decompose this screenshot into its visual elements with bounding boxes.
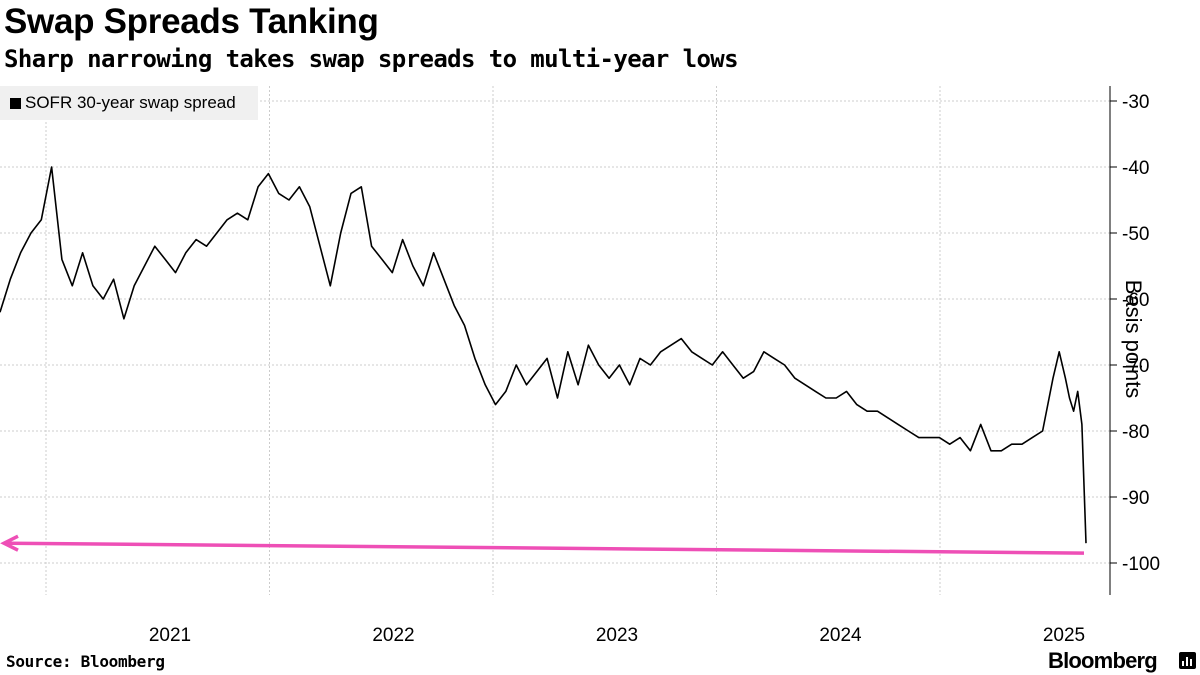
annotation-arrowhead <box>0 534 19 552</box>
annotation-group <box>0 534 1085 555</box>
y-tick-label: -30 <box>1122 92 1149 113</box>
y-tick-label: -80 <box>1122 422 1149 443</box>
x-tick-label: 2023 <box>596 625 638 646</box>
grid-lines <box>0 86 1110 595</box>
brand-logo: Bloomberg <box>1048 648 1158 673</box>
x-tick-label: 2025 <box>1043 625 1085 646</box>
y-tick-label: -50 <box>1122 224 1149 245</box>
y-tick-label: -100 <box>1122 554 1160 575</box>
y-tick-label: -40 <box>1122 158 1149 179</box>
y-axis-label: Basis points <box>1121 279 1146 399</box>
x-tick-label: 2021 <box>149 625 191 646</box>
chart-legend: SOFR 30-year swap spread <box>0 86 258 120</box>
x-tick-label: 2024 <box>819 625 862 646</box>
legend-label: SOFR 30-year swap spread <box>25 93 236 112</box>
chart-subtitle: Sharp narrowing takes swap spreads to mu… <box>4 45 739 73</box>
y-tick-label: -60 <box>1122 290 1149 311</box>
x-tick-label: 2022 <box>372 625 414 646</box>
chart-title: Swap Spreads Tanking <box>4 2 379 41</box>
source-note: Source: Bloomberg <box>6 652 165 671</box>
y-tick-label: -70 <box>1122 356 1149 377</box>
y-tick-label: -90 <box>1122 488 1149 509</box>
annotation-arrow-line <box>7 541 1085 555</box>
y-axis: -30 -40 -50 -60 -70 -80 -90 -100 <box>1109 86 1160 595</box>
x-axis: 2021 2022 2023 2024 2025 <box>149 625 1085 646</box>
series-group <box>0 166 1087 544</box>
series-line <box>0 166 1087 544</box>
bar-chart-icon <box>1179 652 1196 669</box>
legend-swatch <box>10 97 21 109</box>
